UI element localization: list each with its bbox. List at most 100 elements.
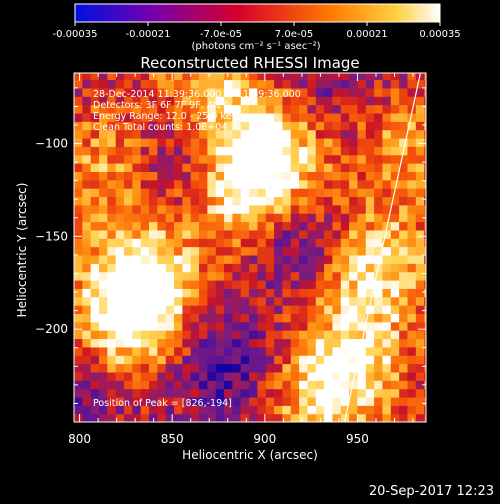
- heatmap-cell: [90, 271, 100, 281]
- heatmap-cell: [107, 179, 117, 189]
- heatmap-cell: [315, 271, 325, 281]
- heatmap-cell: [415, 263, 425, 273]
- heatmap-cell: [240, 279, 250, 289]
- heatmap-cell: [299, 388, 309, 398]
- heatmap-cell: [382, 87, 392, 97]
- heatmap-cell: [282, 305, 292, 315]
- heatmap-cell: [199, 221, 208, 231]
- heatmap-cell: [257, 238, 267, 248]
- heatmap-cell: [357, 196, 367, 206]
- heatmap-cells: [74, 73, 426, 422]
- heatmap-cell: [307, 137, 317, 147]
- heatmap-cell: [107, 279, 117, 289]
- heatmap-cell: [249, 112, 259, 122]
- heatmap-cell: [182, 288, 192, 298]
- heatmap-cell: [124, 121, 133, 131]
- heatmap-cell: [424, 330, 426, 340]
- heatmap-cell: [140, 305, 150, 315]
- heatmap-cell: [357, 263, 367, 273]
- heatmap-cell: [149, 121, 158, 131]
- heatmap-cell: [299, 221, 309, 231]
- heatmap-cell: [307, 288, 317, 298]
- heatmap-cell: [124, 179, 133, 189]
- heatmap-cell: [182, 371, 192, 381]
- heatmap-cell: [199, 305, 208, 315]
- heatmap-cell: [324, 321, 334, 331]
- heatmap-cell: [224, 313, 233, 323]
- heatmap-cell: [232, 346, 242, 356]
- heatmap-cell: [274, 254, 284, 264]
- heatmap-cell: [315, 388, 325, 398]
- heatmap-cell: [399, 196, 409, 206]
- heatmap-cell: [290, 221, 300, 231]
- heatmap-cell: [299, 87, 309, 97]
- heatmap-cell: [424, 204, 426, 214]
- heatmap-cell: [99, 171, 108, 181]
- colorbar-tick-label: 7.0e-05: [275, 29, 313, 40]
- heatmap-cell: [132, 146, 142, 156]
- heatmap-cell: [374, 296, 384, 306]
- heatmap-cell: [215, 346, 225, 356]
- heatmap-cell: [307, 296, 317, 306]
- heatmap-cell: [90, 137, 100, 147]
- heatmap-cell: [349, 213, 359, 223]
- heatmap-cell: [299, 137, 309, 147]
- heatmap-cell: [399, 87, 409, 97]
- heatmap-cell: [349, 188, 359, 198]
- heatmap-cell: [157, 79, 167, 89]
- heatmap-cell: [165, 104, 175, 114]
- heatmap-cell: [357, 330, 367, 340]
- heatmap-cell: [82, 87, 92, 97]
- heatmap-cell: [82, 288, 92, 298]
- heatmap-cell: [257, 229, 267, 239]
- heatmap-cell: [99, 129, 108, 139]
- heatmap-cell: [74, 121, 83, 131]
- heatmap-cell: [182, 188, 192, 198]
- heatmap-cell: [207, 330, 217, 340]
- heatmap-cell: [265, 129, 275, 139]
- heatmap-cell: [240, 171, 250, 181]
- heatmap-cell: [290, 296, 300, 306]
- heatmap-cell: [115, 96, 125, 106]
- heatmap-cell: [74, 346, 83, 356]
- heatmap-cell: [257, 171, 267, 181]
- heatmap-cell: [315, 413, 325, 422]
- heatmap-cell: [407, 346, 417, 356]
- heatmap-cell: [324, 213, 334, 223]
- heatmap-cell: [265, 371, 275, 381]
- heatmap-cell: [357, 288, 367, 298]
- heatmap-cell: [315, 396, 325, 406]
- heatmap-cell: [257, 163, 267, 172]
- heatmap-cell: [240, 73, 250, 81]
- heatmap-cell: [415, 179, 425, 189]
- heatmap-cell: [290, 355, 300, 365]
- heatmap-cell: [232, 363, 242, 373]
- heatmap-cell: [249, 321, 259, 331]
- heatmap-cell: [274, 338, 284, 348]
- heatmap-cell: [140, 405, 150, 415]
- heatmap-cell: [415, 405, 425, 415]
- heatmap-cell: [174, 371, 183, 381]
- heatmap-cell: [190, 330, 200, 340]
- heatmap-cell: [174, 346, 183, 356]
- heatmap-cell: [99, 405, 108, 415]
- heatmap-cell: [382, 371, 392, 381]
- heatmap-cell: [365, 371, 375, 381]
- heatmap-cell: [365, 363, 375, 373]
- heatmap-cell: [349, 146, 359, 156]
- heatmap-cell: [165, 121, 175, 131]
- heatmap-cell: [399, 96, 409, 106]
- heatmap-cell: [240, 196, 250, 206]
- heatmap-cell: [215, 371, 225, 381]
- heatmap-cell: [190, 363, 200, 373]
- heatmap-cell: [340, 405, 350, 415]
- heatmap-cell: [240, 380, 250, 390]
- heatmap-cell: [157, 330, 167, 340]
- heatmap-cell: [365, 87, 375, 97]
- heatmap-cell: [357, 221, 367, 231]
- heatmap-cell: [107, 104, 117, 114]
- heatmap-cell: [107, 296, 117, 306]
- heatmap-cell: [249, 129, 259, 139]
- heatmap-cell: [174, 321, 183, 331]
- heatmap-cell: [324, 388, 334, 398]
